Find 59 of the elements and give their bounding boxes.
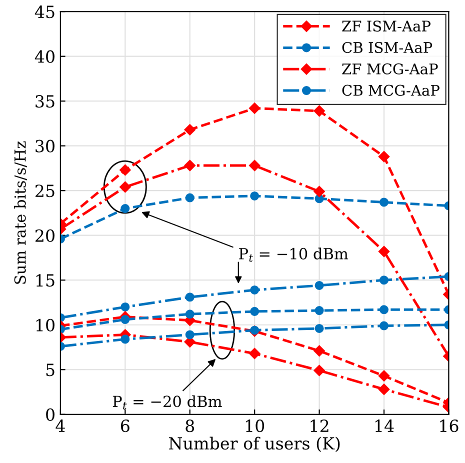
point [250, 285, 260, 294]
point [120, 302, 130, 312]
y-tick-label: 15 [36, 274, 54, 287]
point [314, 324, 324, 333]
point [120, 181, 131, 193]
point [248, 102, 260, 114]
x-tick-label: 8 [186, 420, 194, 432]
point [314, 364, 325, 376]
point [250, 191, 260, 200]
point [120, 164, 131, 176]
point [120, 314, 130, 324]
point [185, 292, 194, 302]
legend-label: CB ISM-AaP [342, 42, 432, 54]
point [250, 326, 260, 335]
point [378, 370, 390, 382]
x-tick-label: 10 [246, 420, 264, 432]
point [184, 160, 196, 172]
annotation: P$_{t}$ = −20 dBm [112, 395, 222, 410]
point [380, 276, 389, 285]
legend-label: CB MCG-AaP [342, 84, 440, 96]
point [378, 384, 390, 395]
point [185, 193, 194, 202]
y-tick-label: 0 [46, 408, 54, 421]
point [380, 321, 389, 330]
x-tick-label: 4 [56, 420, 65, 432]
point [185, 330, 194, 340]
point [250, 306, 260, 316]
x-tick-label: 14 [375, 420, 394, 432]
x-tick-label: 16 [440, 420, 458, 432]
point [184, 124, 196, 136]
annotation: P$_{t}$ = −10 dBm [239, 248, 348, 262]
point [378, 150, 390, 162]
point [378, 246, 390, 258]
y-tick-label: 25 [36, 184, 54, 198]
point [314, 345, 325, 356]
point [248, 348, 260, 360]
point [380, 305, 389, 314]
y-axis-title: Sum rate bits/s/Hz [14, 141, 28, 284]
y-tick-label: 30 [36, 140, 54, 152]
point [380, 198, 389, 207]
y-tick-label: 20 [36, 229, 54, 242]
point [314, 186, 325, 198]
x-axis-title: Number of users (K) [168, 436, 340, 452]
y-tick-label: 10 [36, 318, 54, 332]
point [185, 310, 194, 319]
point [120, 334, 130, 344]
y-tick-label: 45 [34, 6, 54, 18]
point [248, 160, 260, 172]
point [314, 105, 325, 117]
legend-label: ZF MCG-AaP [342, 63, 438, 74]
x-tick-label: 12 [310, 420, 328, 432]
x-tick-label: 6 [120, 420, 130, 432]
y-tick-label: 35 [36, 95, 54, 108]
y-tick-label: 5 [46, 364, 54, 376]
legend-label: ZF ISM-AaP [342, 20, 430, 32]
point [314, 280, 324, 290]
point [120, 204, 130, 214]
point [314, 306, 324, 316]
y-tick-label: 40 [34, 50, 54, 63]
